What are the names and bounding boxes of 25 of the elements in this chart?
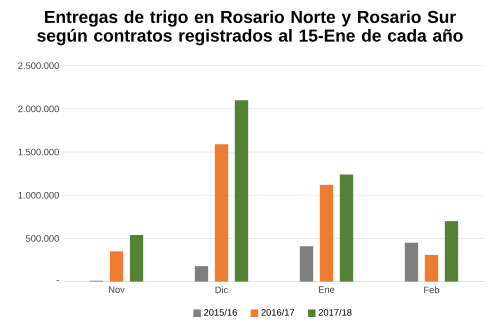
bar: [404, 242, 418, 282]
bar: [424, 254, 438, 282]
x-tick-label: Nov: [108, 286, 125, 293]
legend-label: 2017/18: [318, 308, 352, 316]
bar: [130, 234, 144, 282]
x-tick-label: Ene: [318, 286, 334, 293]
y-tick-label: -: [56, 280, 59, 281]
legend-label: 2016/17: [261, 308, 294, 316]
y-tick-label: 2.000.000: [18, 106, 59, 112]
bar: [194, 266, 208, 282]
y-tick-label: 500.000: [26, 235, 59, 242]
bar: [444, 221, 458, 282]
x-tick-label: Feb: [424, 286, 440, 294]
y-tick-label: 1.500.000: [18, 148, 59, 156]
bar: [320, 184, 334, 282]
y-tick-label: 1.000.000: [18, 192, 59, 199]
bar: [234, 100, 248, 282]
legend-label: 2015/16: [204, 308, 237, 316]
bar: [340, 174, 354, 282]
bar: [110, 251, 124, 282]
bar: [214, 144, 228, 282]
y-tick-label: 2.500.000: [18, 62, 59, 69]
bar: [300, 246, 314, 282]
x-tick-label: Dic: [216, 286, 228, 294]
chart-title: Entregas de trigo en Rosario Norte y Rosario Sur según contratos registrados al 15-Ene de cada año: [37, 10, 463, 46]
